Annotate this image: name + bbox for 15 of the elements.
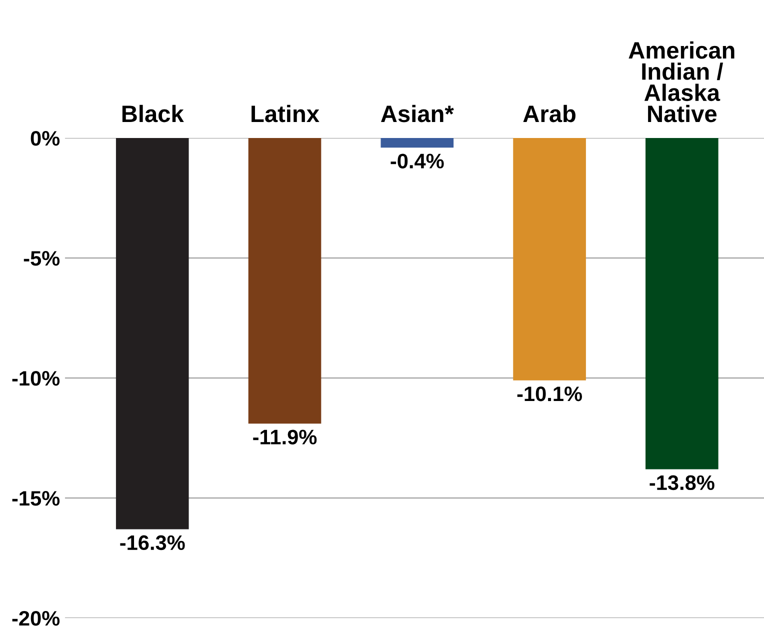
data-label: -11.9% <box>253 430 317 444</box>
data-label: -10.1% <box>517 386 582 402</box>
x-tick-label: Latinx <box>252 104 320 122</box>
y-tick-label: -5% <box>24 251 60 266</box>
y-tick-label: 0% <box>30 131 60 146</box>
y-tick-label: -20% <box>12 611 60 626</box>
x-tick-label: Black <box>122 104 184 122</box>
data-label: -13.8% <box>650 475 714 490</box>
y-tick-label: -15% <box>12 491 60 506</box>
y-tick-label: -10% <box>12 371 60 386</box>
x-tick-label: Asian* <box>380 104 454 122</box>
x-tick-label: American Indian / Alaska Native <box>628 41 734 122</box>
data-label: -16.3% <box>120 535 185 550</box>
data-label: -0.4% <box>390 154 444 168</box>
x-tick-label: Arab <box>523 104 576 122</box>
